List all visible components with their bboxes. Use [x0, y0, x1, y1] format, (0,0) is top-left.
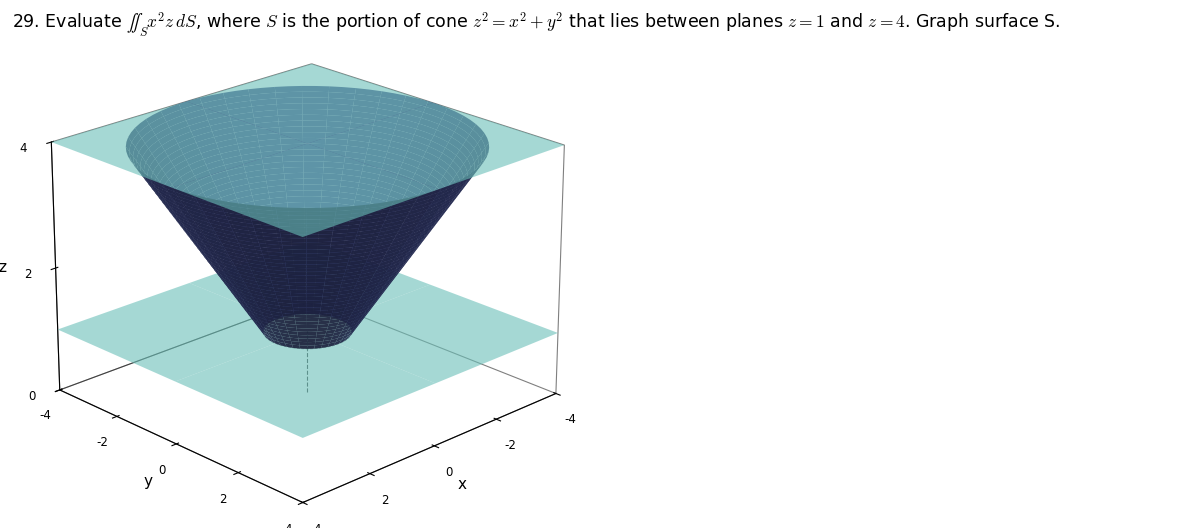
Text: 29. Evaluate $\iint_S x^2 z\,dS$, where $S$ is the portion of cone $z^2 = x^2 + : 29. Evaluate $\iint_S x^2 z\,dS$, where …: [12, 11, 1061, 40]
X-axis label: x: x: [457, 477, 467, 492]
Y-axis label: y: y: [143, 474, 152, 489]
